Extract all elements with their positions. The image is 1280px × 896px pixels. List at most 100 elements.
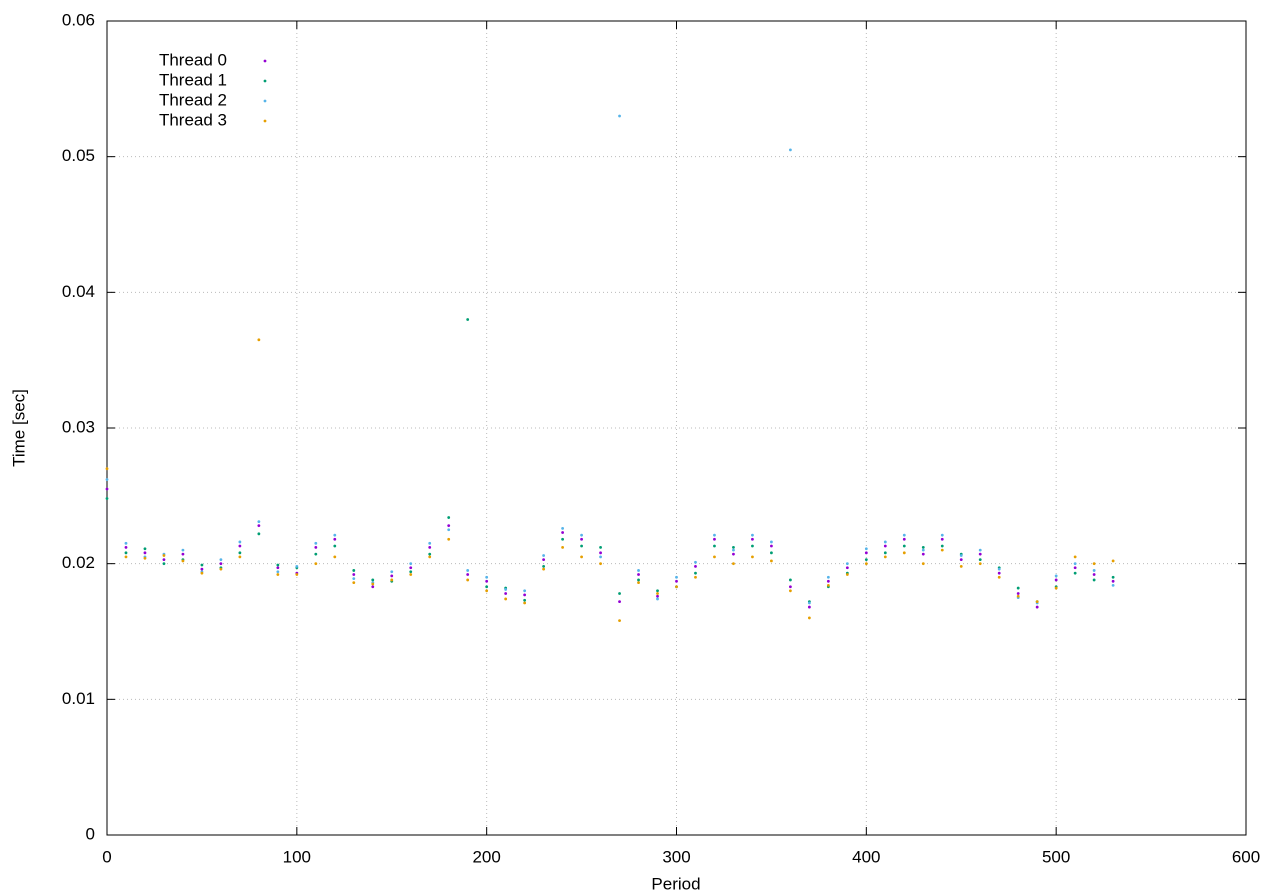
point xyxy=(637,569,640,572)
point xyxy=(1073,562,1077,566)
point xyxy=(826,583,830,587)
point xyxy=(238,551,242,555)
point xyxy=(751,537,754,541)
point xyxy=(580,537,583,541)
point xyxy=(921,548,925,552)
point xyxy=(1073,571,1077,575)
point xyxy=(200,571,204,575)
point xyxy=(1111,583,1115,587)
legend-marker xyxy=(263,99,267,103)
point xyxy=(295,564,299,568)
point xyxy=(1035,600,1039,604)
point xyxy=(732,545,735,549)
point xyxy=(807,605,811,609)
point xyxy=(978,552,982,556)
point xyxy=(124,545,128,549)
point xyxy=(789,578,792,582)
point xyxy=(352,569,356,572)
point xyxy=(466,578,470,582)
point xyxy=(845,573,849,576)
point xyxy=(447,524,451,528)
legend-label: Thread 1 xyxy=(159,70,227,89)
point xyxy=(238,544,242,548)
point xyxy=(978,558,982,561)
point xyxy=(523,589,527,593)
point xyxy=(523,598,527,602)
point xyxy=(902,544,906,548)
point xyxy=(276,573,280,576)
point xyxy=(485,585,489,589)
point xyxy=(902,537,906,541)
point xyxy=(770,559,773,563)
point xyxy=(390,570,394,574)
point xyxy=(978,562,982,566)
point xyxy=(713,533,716,537)
point xyxy=(694,564,697,568)
point xyxy=(504,588,508,591)
point xyxy=(883,540,887,544)
point xyxy=(580,555,583,559)
point xyxy=(713,544,716,548)
point xyxy=(238,555,242,559)
point xyxy=(219,558,223,561)
point xyxy=(466,318,470,321)
point xyxy=(105,478,109,481)
point xyxy=(181,559,185,563)
point xyxy=(276,566,280,570)
point xyxy=(789,589,792,593)
point xyxy=(599,555,602,559)
point xyxy=(789,148,792,152)
point xyxy=(428,552,432,556)
point xyxy=(409,570,413,574)
point xyxy=(751,544,754,548)
y-tick-label: 0.06 xyxy=(62,10,95,29)
point xyxy=(864,558,868,561)
point xyxy=(428,545,432,549)
point xyxy=(580,544,583,548)
point xyxy=(1111,579,1115,583)
point xyxy=(959,554,963,557)
point xyxy=(826,575,830,579)
y-tick-label: 0.05 xyxy=(62,146,95,165)
point xyxy=(940,533,944,537)
point xyxy=(333,555,337,559)
point xyxy=(1111,575,1115,579)
point xyxy=(238,540,242,544)
x-tick-label: 200 xyxy=(472,847,500,866)
y-tick-label: 0 xyxy=(86,824,95,843)
legend-label: Thread 0 xyxy=(159,50,227,69)
point xyxy=(997,571,1001,575)
point xyxy=(807,616,811,620)
point xyxy=(656,597,659,601)
point xyxy=(257,524,261,528)
point xyxy=(1073,555,1077,559)
y-tick-label: 0.02 xyxy=(62,553,95,572)
point xyxy=(257,338,261,342)
point xyxy=(523,601,527,605)
point xyxy=(713,537,716,541)
point xyxy=(105,467,109,471)
point xyxy=(1016,592,1020,595)
point xyxy=(845,566,849,570)
x-tick-label: 100 xyxy=(283,847,311,866)
point xyxy=(466,573,470,576)
point xyxy=(675,585,678,589)
point xyxy=(789,585,792,589)
point xyxy=(333,537,337,541)
point xyxy=(637,573,640,576)
point xyxy=(694,560,697,564)
point xyxy=(845,562,849,566)
point xyxy=(1054,586,1058,590)
point xyxy=(181,548,185,552)
point xyxy=(542,567,546,571)
point xyxy=(921,545,925,549)
point xyxy=(124,555,128,559)
point xyxy=(637,581,640,585)
point xyxy=(1092,562,1096,566)
y-axis-label: Time [sec] xyxy=(9,389,28,467)
point xyxy=(751,533,754,537)
point xyxy=(390,578,394,582)
point xyxy=(921,562,925,566)
